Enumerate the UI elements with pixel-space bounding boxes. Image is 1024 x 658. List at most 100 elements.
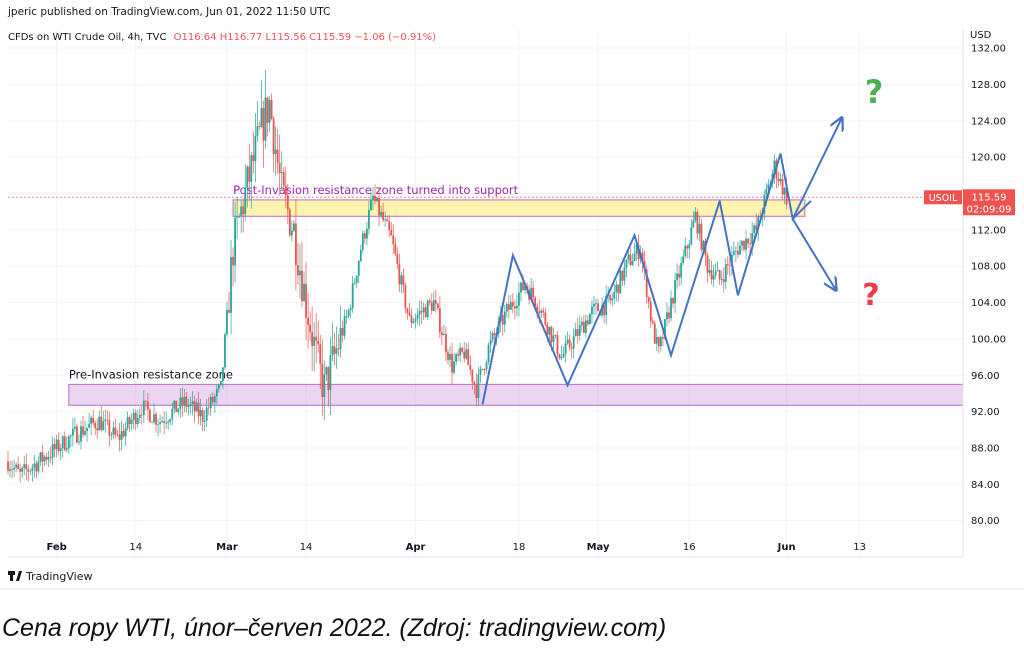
candle-body — [621, 270, 624, 281]
candle-body — [783, 187, 786, 195]
candle-body — [228, 310, 230, 313]
candle-body — [65, 448, 68, 450]
candle-body — [313, 336, 316, 346]
candle-body — [773, 160, 776, 174]
candle-body — [631, 261, 634, 265]
candle-body — [86, 427, 88, 432]
candle-body — [479, 368, 482, 375]
candle-body — [299, 270, 301, 276]
candle-body — [151, 421, 153, 423]
candle-body — [297, 265, 299, 276]
candle-body — [708, 270, 711, 273]
candle-body — [282, 172, 285, 186]
y-tick-label: 84.00 — [971, 480, 1000, 491]
candle-body — [418, 310, 421, 315]
candle-body — [205, 407, 208, 421]
candle-body — [617, 284, 620, 294]
candle-body — [619, 270, 622, 294]
candle-body — [215, 388, 218, 397]
candle-body — [408, 312, 411, 316]
figure-caption: Cena ropy WTI, únor–červen 2022. (Zdroj:… — [2, 614, 667, 642]
x-tick-label: Jun — [777, 542, 796, 553]
candle-body — [23, 464, 26, 468]
candle-body — [240, 206, 243, 217]
candle-body — [424, 307, 427, 318]
candle-body — [564, 343, 567, 354]
candle-body — [187, 405, 190, 407]
candle-body — [63, 436, 66, 450]
y-tick-label: 104.00 — [971, 298, 1006, 309]
candle-body — [199, 410, 202, 417]
candle-body — [11, 469, 13, 471]
candle-body — [301, 270, 303, 302]
candle-body — [457, 354, 460, 356]
candle-body — [459, 347, 462, 356]
candle-body — [365, 228, 368, 239]
candle-body — [649, 301, 652, 322]
candle-body — [351, 283, 354, 309]
candle-body — [341, 327, 344, 336]
down-arrow-line — [791, 218, 836, 289]
candle-body — [31, 467, 34, 471]
candle-body — [698, 223, 701, 234]
candle-body — [323, 374, 326, 398]
candle-body — [219, 380, 222, 385]
candle-body — [751, 233, 754, 245]
candle-body — [278, 162, 281, 174]
candle-body — [505, 304, 508, 312]
candle-body — [201, 410, 204, 422]
candle-body — [238, 216, 241, 218]
candle-body — [453, 361, 455, 373]
zone-label: Pre-Invasion resistance zone — [69, 367, 233, 381]
candle-body — [501, 314, 504, 325]
candle-body — [171, 408, 174, 420]
x-tick-label: Mar — [216, 542, 238, 553]
candle-body — [777, 178, 780, 182]
candle-body — [288, 209, 291, 236]
zone-label: Post-Invasion resistance zone turned int… — [233, 183, 519, 197]
candle-body — [471, 369, 474, 383]
candle-body — [7, 461, 9, 472]
candle-body — [655, 337, 658, 344]
candle-body — [104, 419, 107, 422]
candle-body — [714, 271, 717, 276]
candle-body — [603, 305, 606, 315]
candle-body — [627, 254, 630, 260]
candle-body — [114, 427, 117, 435]
candle-body — [684, 245, 687, 257]
candle-body — [76, 426, 78, 443]
candle-body — [120, 431, 123, 440]
candle-body — [647, 297, 650, 302]
candle-body — [580, 321, 583, 326]
price-chart[interactable]: Post-Invasion resistance zone turned int… — [0, 0, 1024, 590]
candle-body — [572, 336, 575, 349]
candle-body — [274, 149, 277, 155]
candle-body — [175, 400, 178, 413]
candle-body — [635, 244, 638, 254]
candle-body — [165, 422, 168, 424]
candle-body — [716, 270, 719, 272]
price-label-value: 115.59 — [972, 192, 1007, 203]
candle-body — [270, 99, 273, 119]
candle-body — [232, 257, 234, 266]
candle-body — [98, 416, 101, 431]
candle-body — [242, 206, 245, 215]
candle-body — [757, 216, 760, 230]
candle-body — [481, 368, 484, 370]
pattern-lines — [481, 119, 842, 405]
candle-body — [254, 136, 257, 162]
candle-body — [753, 225, 756, 234]
candle-body — [680, 262, 683, 278]
candle-body — [582, 321, 585, 333]
candle-body — [110, 434, 113, 436]
candle-body — [737, 250, 739, 255]
candle-body — [493, 333, 496, 336]
candle-body — [688, 244, 691, 249]
candle-body — [659, 337, 662, 347]
candle-body — [765, 188, 768, 195]
candle-body — [422, 307, 425, 313]
candle-body — [473, 382, 476, 385]
candle-body — [102, 421, 105, 431]
candle-body — [532, 287, 535, 298]
y-tick-label: 108.00 — [971, 262, 1006, 273]
